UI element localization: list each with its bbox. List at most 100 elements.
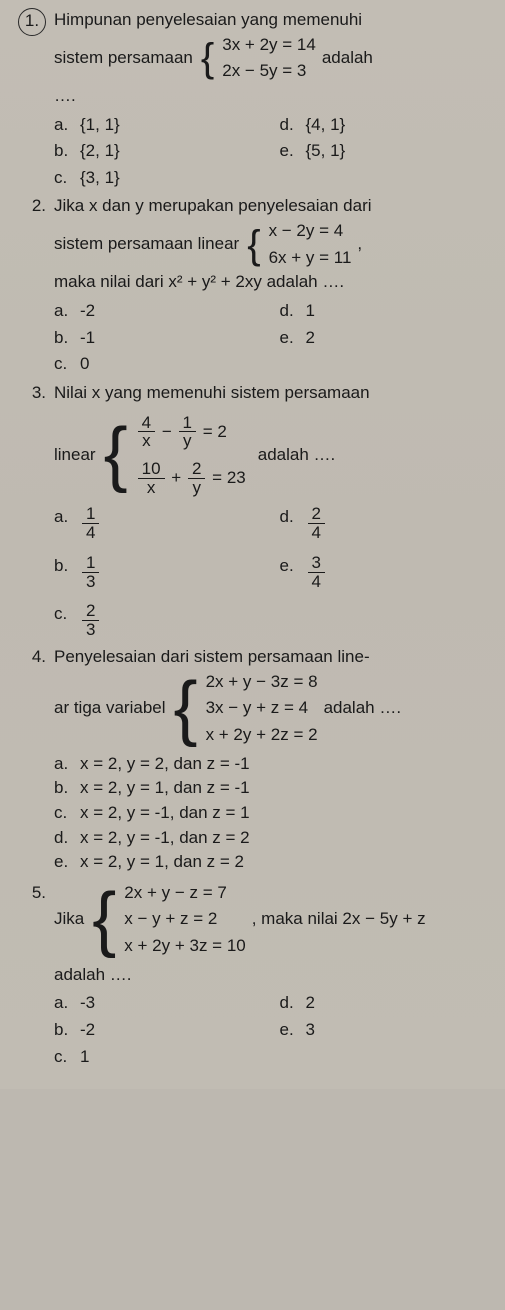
question-number: 3. — [10, 381, 54, 406]
q5-opt-a: a.-3 — [54, 991, 270, 1016]
q4-opt-d: d.x = 2, y = -1, dan z = 2 — [54, 826, 495, 851]
q3-equations: 4x − 1y = 2 10x + 2y = 23 — [136, 414, 246, 497]
q3-eq1: 4x − 1y = 2 — [136, 414, 246, 451]
q2-opt-c: c.0 — [54, 352, 270, 377]
q2-opt-e: e.2 — [280, 326, 496, 351]
q4-equation-row: ar tiga variabel { 2x + y − 3z = 8 3x − … — [54, 670, 495, 748]
fraction: 2y — [188, 460, 205, 497]
q1-opt-a: a.{1, 1} — [54, 113, 270, 138]
brace-icon: { — [172, 678, 200, 740]
q5-options: a.-3 d.2 b.-2 e.3 c.1 — [54, 991, 495, 1069]
question-3: 3. Nilai x yang memenuhi sistem persamaa… — [10, 381, 495, 639]
question-body: Nilai x yang memenuhi sistem persamaan l… — [54, 381, 495, 639]
q3-opt-e: e.34 — [280, 554, 496, 591]
q4-options: a.x = 2, y = 2, dan z = -1 b.x = 2, y = … — [54, 752, 495, 875]
fraction: 1y — [179, 414, 196, 451]
q1-dots: …. — [54, 84, 495, 109]
brace-icon: { — [245, 227, 262, 263]
q3-opt-c: c.23 — [54, 602, 270, 639]
q1-opt-c: c.{3, 1} — [54, 166, 270, 191]
q2-equation-row: sistem persamaan linear { x − 2y = 4 6x … — [54, 219, 495, 270]
question-number: 1. — [10, 8, 54, 36]
q5-opt-e: e.3 — [280, 1018, 496, 1043]
q5-equation-row: Jika { 2x + y − z = 7 x − y + z = 2 x + … — [54, 881, 495, 959]
brace-icon: { — [90, 889, 118, 951]
q5-text-maka: , maka nilai 2x − 5y + z — [252, 907, 426, 932]
q5-eq3: x + 2y + 3z = 10 — [124, 934, 245, 959]
q1-eq2: 2x − 5y = 3 — [222, 59, 316, 84]
question-body: Jika { 2x + y − z = 7 x − y + z = 2 x + … — [54, 881, 495, 1069]
q1-eq1: 3x + 2y = 14 — [222, 33, 316, 58]
q3-text-adalah: adalah …. — [258, 443, 336, 468]
q4-text-adalah: adalah …. — [324, 696, 402, 721]
q4-text-variabel: ar tiga variabel — [54, 696, 166, 721]
q2-opt-d: d.1 — [280, 299, 496, 324]
question-body: Penyelesaian dari sistem persamaan line-… — [54, 645, 495, 875]
question-body: Jika x dan y merupakan penyelesaian dari… — [54, 194, 495, 376]
fraction: 34 — [308, 554, 325, 591]
q2-comma: , — [357, 232, 362, 257]
q5-eq2: x − y + z = 2 — [124, 907, 245, 932]
question-2: 2. Jika x dan y merupakan penyelesaian d… — [10, 194, 495, 376]
fraction: 14 — [82, 505, 99, 542]
q5-opt-d: d.2 — [280, 991, 496, 1016]
question-4: 4. Penyelesaian dari sistem persamaan li… — [10, 645, 495, 875]
q1-equations: 3x + 2y = 14 2x − 5y = 3 — [222, 33, 316, 84]
q5-opt-b: b.-2 — [54, 1018, 270, 1043]
q1-equation-row: sistem persamaan { 3x + 2y = 14 2x − 5y … — [54, 33, 495, 84]
question-list: 1. Himpunan penyelesaian yang memenuhi s… — [10, 8, 495, 1069]
fraction: 24 — [308, 505, 325, 542]
q3-text-line1: Nilai x yang memenuhi sistem persamaan — [54, 381, 495, 406]
q3-equation-row: linear { 4x − 1y = 2 10x + 2y = 23 adala… — [54, 414, 495, 497]
q4-opt-b: b.x = 2, y = 1, dan z = -1 — [54, 776, 495, 801]
q4-opt-e: e.x = 2, y = 1, dan z = 2 — [54, 850, 495, 875]
q4-eq1: 2x + y − 3z = 8 — [206, 670, 318, 695]
fraction: 13 — [82, 554, 99, 591]
question-5: 5. Jika { 2x + y − z = 7 x − y + z = 2 x… — [10, 881, 495, 1069]
fraction: 4x — [138, 414, 155, 451]
question-number: 2. — [10, 194, 54, 219]
q5-text-jika: Jika — [54, 907, 84, 932]
q1-text-sistem: sistem persamaan — [54, 46, 193, 71]
q4-eq3: x + 2y + 2z = 2 — [206, 723, 318, 748]
q1-opt-b: b.{2, 1} — [54, 139, 270, 164]
q4-opt-a: a.x = 2, y = 2, dan z = -1 — [54, 752, 495, 777]
q2-eq2: 6x + y = 11 — [269, 246, 352, 271]
q1-opt-e: e.{5, 1} — [280, 139, 496, 164]
question-body: Himpunan penyelesaian yang memenuhi sist… — [54, 8, 495, 190]
worksheet-page: 1. Himpunan penyelesaian yang memenuhi s… — [0, 0, 505, 1089]
q1-text-line1: Himpunan penyelesaian yang memenuhi — [54, 8, 495, 33]
q3-options: a.14 d.24 b.13 e.34 c.23 — [54, 505, 495, 639]
q4-opt-c: c.x = 2, y = -1, dan z = 1 — [54, 801, 495, 826]
q2-opt-a: a.-2 — [54, 299, 270, 324]
q3-eq2: 10x + 2y = 23 — [136, 460, 246, 497]
q5-text-adalah: adalah …. — [54, 963, 495, 988]
q2-equations: x − 2y = 4 6x + y = 11 — [269, 219, 352, 270]
q4-equations: 2x + y − 3z = 8 3x − y + z = 4 x + 2y + … — [206, 670, 318, 748]
brace-icon: { — [102, 424, 130, 486]
question-number: 4. — [10, 645, 54, 670]
q5-opt-c: c.1 — [54, 1045, 270, 1070]
q3-opt-d: d.24 — [280, 505, 496, 542]
q5-equations: 2x + y − z = 7 x − y + z = 2 x + 2y + 3z… — [124, 881, 245, 959]
q4-text-line1: Penyelesaian dari sistem persamaan line- — [54, 645, 495, 670]
q1-text-adalah: adalah — [322, 46, 373, 71]
question-number: 5. — [10, 881, 54, 906]
q4-eq2: 3x − y + z = 4 — [206, 696, 318, 721]
q2-options: a.-2 d.1 b.-1 e.2 c.0 — [54, 299, 495, 377]
fraction: 23 — [82, 602, 99, 639]
q2-text-line1: Jika x dan y merupakan penyelesaian dari — [54, 194, 495, 219]
q5-eq1: 2x + y − z = 7 — [124, 881, 245, 906]
q2-eq1: x − 2y = 4 — [269, 219, 352, 244]
q2-opt-b: b.-1 — [54, 326, 270, 351]
question-1: 1. Himpunan penyelesaian yang memenuhi s… — [10, 8, 495, 190]
fraction: 10x — [138, 460, 165, 497]
q2-text-line3: maka nilai dari x² + y² + 2xy adalah …. — [54, 270, 495, 295]
brace-icon: { — [199, 40, 216, 76]
q1-opt-d: d.{4, 1} — [280, 113, 496, 138]
q3-text-linear: linear — [54, 443, 96, 468]
q3-opt-b: b.13 — [54, 554, 270, 591]
q2-text-sistem: sistem persamaan linear — [54, 232, 239, 257]
q1-options: a.{1, 1} d.{4, 1} b.{2, 1} e.{5, 1} c.{3… — [54, 113, 495, 191]
q3-opt-a: a.14 — [54, 505, 270, 542]
